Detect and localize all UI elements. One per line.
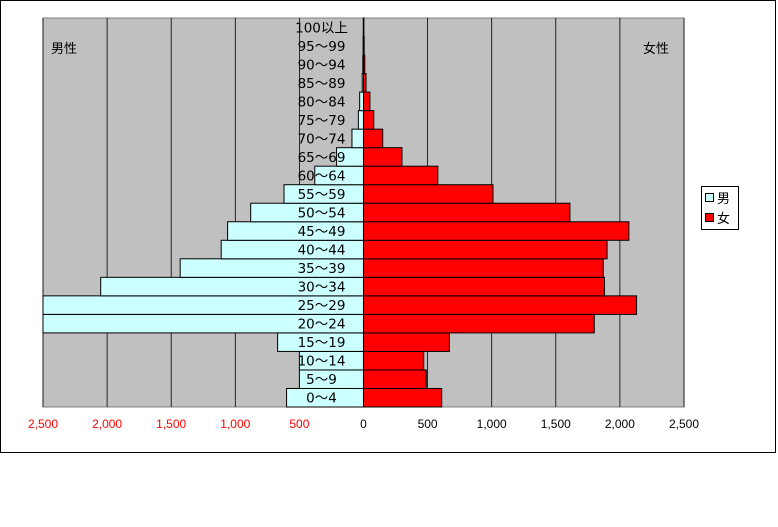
bar-male — [357, 110, 365, 130]
category-label: 15～19 — [298, 335, 346, 351]
male-side-label: 男性 — [51, 42, 78, 57]
legend: 男 女 — [701, 186, 739, 230]
bar-female — [363, 147, 403, 167]
category-label: 80～84 — [298, 94, 346, 110]
legend-label-female: 女 — [717, 211, 731, 227]
legend-item-male: 男 — [702, 187, 738, 207]
x-tick-label: 0 — [360, 417, 367, 431]
legend-label-male: 男 — [717, 191, 731, 207]
x-tick-label: 1,500 — [156, 417, 186, 431]
bar-female — [363, 350, 425, 371]
bar-female — [363, 295, 638, 315]
category-label: 50～54 — [298, 206, 346, 222]
legend-swatch-female — [705, 212, 714, 222]
category-label: 70～74 — [298, 131, 346, 147]
category-label: 20～24 — [298, 317, 346, 333]
x-tick-label: 2,500 — [669, 417, 699, 431]
bar-female — [363, 184, 494, 204]
category-label: 100以上 — [295, 20, 348, 36]
x-tick-label: 500 — [289, 417, 309, 431]
bar-female — [363, 258, 604, 278]
bar-female — [363, 313, 595, 334]
x-tick-label: 1,000 — [477, 417, 507, 431]
x-tick-label: 1,000 — [220, 417, 250, 431]
bar-female — [363, 387, 443, 408]
bar-female — [363, 202, 571, 223]
category-label: 60～64 — [298, 168, 346, 184]
bar-female — [363, 165, 439, 186]
category-label: 65～69 — [298, 150, 346, 166]
category-label: 90～94 — [298, 57, 346, 73]
category-label: 45～49 — [298, 224, 346, 240]
population-pyramid-chart: 0～4 5～9 10～14 15～19 20～24 25～29 30～34 35～39 40～4… — [28, 17, 699, 431]
chart-frame: 0～4 5～9 10～14 15～19 20～24 25～29 30～34 35～39 40～4… — [0, 0, 776, 453]
bar-male — [359, 91, 364, 112]
bar-female — [363, 369, 427, 389]
category-label: 0～4 — [306, 391, 337, 407]
female-side-label: 女性 — [643, 42, 670, 57]
category-label: 85～89 — [298, 76, 346, 92]
category-label: 55～59 — [298, 187, 346, 203]
category-label: 35～39 — [298, 261, 346, 277]
x-tick-label: 2,000 — [92, 417, 122, 431]
bar-female — [363, 332, 450, 352]
bar-female — [363, 276, 606, 297]
x-tick-label: 500 — [418, 417, 438, 431]
legend-item-female: 女 — [702, 207, 738, 227]
category-label: 75～79 — [298, 113, 346, 129]
bar-female — [363, 128, 384, 149]
bar-female — [363, 91, 371, 112]
category-label: 10～14 — [298, 354, 346, 370]
category-label: 95～99 — [298, 39, 346, 55]
bar-female — [363, 110, 375, 130]
legend-swatch-male — [705, 192, 714, 202]
x-tick-label: 2,000 — [605, 417, 635, 431]
category-label: 30～34 — [298, 280, 346, 296]
bar-male — [351, 128, 365, 149]
category-label: 5～9 — [306, 372, 337, 388]
category-label: 40～44 — [298, 243, 346, 259]
category-label: 25～29 — [298, 298, 346, 314]
bar-female — [363, 239, 608, 260]
bar-female — [363, 221, 630, 241]
x-tick-label: 1,500 — [541, 417, 571, 431]
x-tick-label: 2,500 — [28, 417, 58, 431]
